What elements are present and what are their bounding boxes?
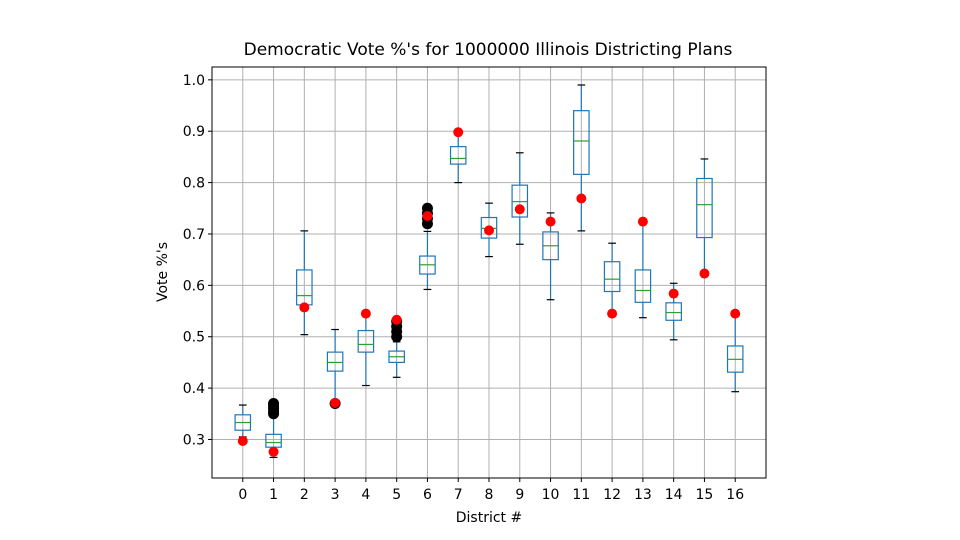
x-tick-label: 16 (726, 487, 744, 503)
actual-plan-point (422, 210, 433, 221)
actual-plan-point (484, 225, 494, 236)
y-tick-label: 0.4 (183, 381, 205, 397)
x-tick-label: 13 (634, 487, 652, 503)
actual-plan-point (545, 216, 556, 227)
x-axis: 0 1 2 3 4 5 6 7 8 9 10 11 12 13 14 15 16 (238, 478, 744, 503)
actual-plan-point (360, 308, 371, 319)
actual-plan-point (268, 446, 279, 457)
box-body (603, 261, 621, 293)
x-tick-label: 11 (572, 487, 590, 503)
y-tick-label: 0.3 (183, 432, 205, 448)
box-body (449, 146, 467, 165)
chart-title: Democratic Vote %'s for 1000000 Illinois… (244, 40, 733, 60)
actual-plan-point (453, 127, 464, 138)
box-body (573, 110, 590, 175)
actual-plan-point (514, 204, 525, 215)
outlier-point (268, 398, 280, 410)
y-tick-label: 0.5 (183, 330, 205, 346)
box-body (665, 302, 682, 321)
x-tick-label: 7 (454, 487, 463, 503)
actual-plan-point (237, 436, 248, 447)
outlier-point (421, 202, 433, 214)
actual-plan-point (607, 308, 618, 319)
box-body (696, 177, 713, 239)
x-tick-label: 0 (238, 487, 247, 503)
box-body (357, 329, 375, 353)
x-tick-label: 4 (361, 487, 370, 503)
x-axis-label: District # (456, 510, 522, 526)
y-tick-label: 0.8 (183, 176, 205, 192)
actual-plan-point (730, 308, 741, 319)
x-tick-label: 5 (392, 487, 401, 503)
actual-plan-point (299, 302, 310, 313)
x-tick-label: 1 (269, 487, 278, 503)
y-axis: 0.3 0.4 0.5 0.6 0.7 0.8 0.9 1.0 (183, 73, 212, 448)
x-tick-label: 8 (485, 487, 494, 503)
actual-plan-point (668, 288, 679, 299)
box-body (634, 269, 652, 303)
y-tick-label: 0.7 (183, 227, 205, 243)
actual-plan-point (699, 268, 710, 279)
plot-area (234, 84, 744, 459)
x-tick-label: 15 (696, 487, 714, 503)
y-tick-label: 1.0 (183, 73, 205, 89)
y-tick-label: 0.6 (183, 278, 205, 294)
x-tick-label: 10 (542, 487, 560, 503)
y-axis-label: Vote %'s (155, 242, 171, 302)
x-tick-label: 9 (515, 487, 524, 503)
x-tick-label: 14 (665, 487, 683, 503)
actual-plan-point (576, 193, 587, 204)
grid (212, 67, 766, 478)
y-tick-label: 0.9 (183, 124, 205, 140)
x-tick-label: 12 (603, 487, 621, 503)
box-body (326, 351, 344, 372)
actual-plan-point (637, 216, 648, 227)
x-tick-label: 2 (300, 487, 309, 503)
x-tick-label: 3 (331, 487, 340, 503)
x-tick-label: 6 (423, 487, 432, 503)
actual-plan-point (391, 314, 402, 325)
actual-plan-point (330, 397, 341, 408)
